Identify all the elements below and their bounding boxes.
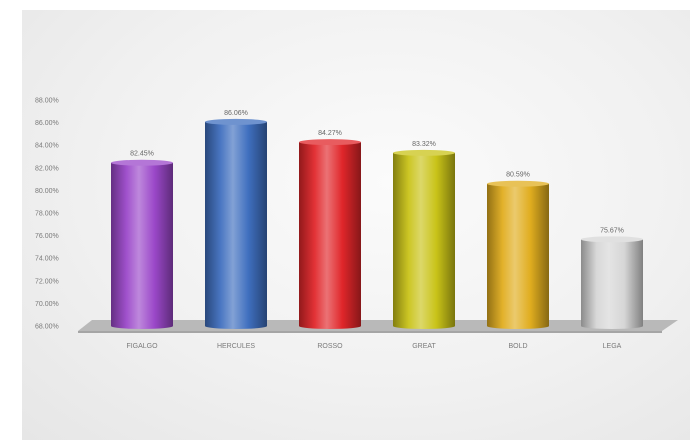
y-tick-label: 70.00%: [35, 301, 59, 308]
x-tick-label: LEGA: [603, 343, 622, 350]
y-tick-label: 76.00%: [35, 233, 59, 240]
y-tick-label: 74.00%: [35, 256, 59, 263]
y-tick-label: 78.00%: [35, 211, 59, 218]
x-tick-label: GREAT: [412, 343, 436, 350]
y-tick-label: 88.00%: [35, 98, 59, 105]
y-axis: 68.00% 70.00% 72.00% 74.00% 76.00% 78.00% 80.0…: [35, 98, 59, 331]
x-tick-label: HERCULES: [217, 343, 255, 350]
bar-top: [205, 118, 267, 125]
x-axis: FIGALGO HERCULES ROSSO GREAT BOLD LEGA: [126, 343, 621, 350]
bar-top: [581, 236, 643, 243]
data-label: 86.06%: [224, 110, 248, 117]
y-tick-label: 80.00%: [35, 188, 59, 195]
y-tick-label: 72.00%: [35, 278, 59, 285]
y-tick-label: 68.00%: [35, 324, 59, 331]
bar: [205, 121, 267, 329]
bar: [581, 239, 643, 329]
bars-group: 82.45% 86.06% 84.27% 83.32% 80.59% 75.67%: [111, 110, 643, 329]
y-tick-label: 84.00%: [35, 143, 59, 150]
bar: [487, 183, 549, 329]
data-label: 75.67%: [600, 227, 624, 234]
data-label: 84.27%: [318, 130, 342, 137]
x-tick-label: FIGALGO: [126, 343, 158, 350]
bar-top: [111, 159, 173, 166]
bar-top: [487, 180, 549, 187]
x-tick-label: BOLD: [508, 343, 527, 350]
bar: [111, 162, 173, 329]
data-label: 82.45%: [130, 151, 154, 158]
chart-floor-edge: [78, 331, 662, 333]
bar-top: [393, 149, 455, 156]
y-tick-label: 86.00%: [35, 120, 59, 127]
bar: [393, 152, 455, 329]
data-label: 83.32%: [412, 141, 436, 148]
data-label: 80.59%: [506, 172, 530, 179]
y-tick-label: 82.00%: [35, 165, 59, 172]
bar: [299, 142, 361, 329]
x-tick-label: ROSSO: [317, 343, 343, 350]
bar-top: [299, 139, 361, 146]
